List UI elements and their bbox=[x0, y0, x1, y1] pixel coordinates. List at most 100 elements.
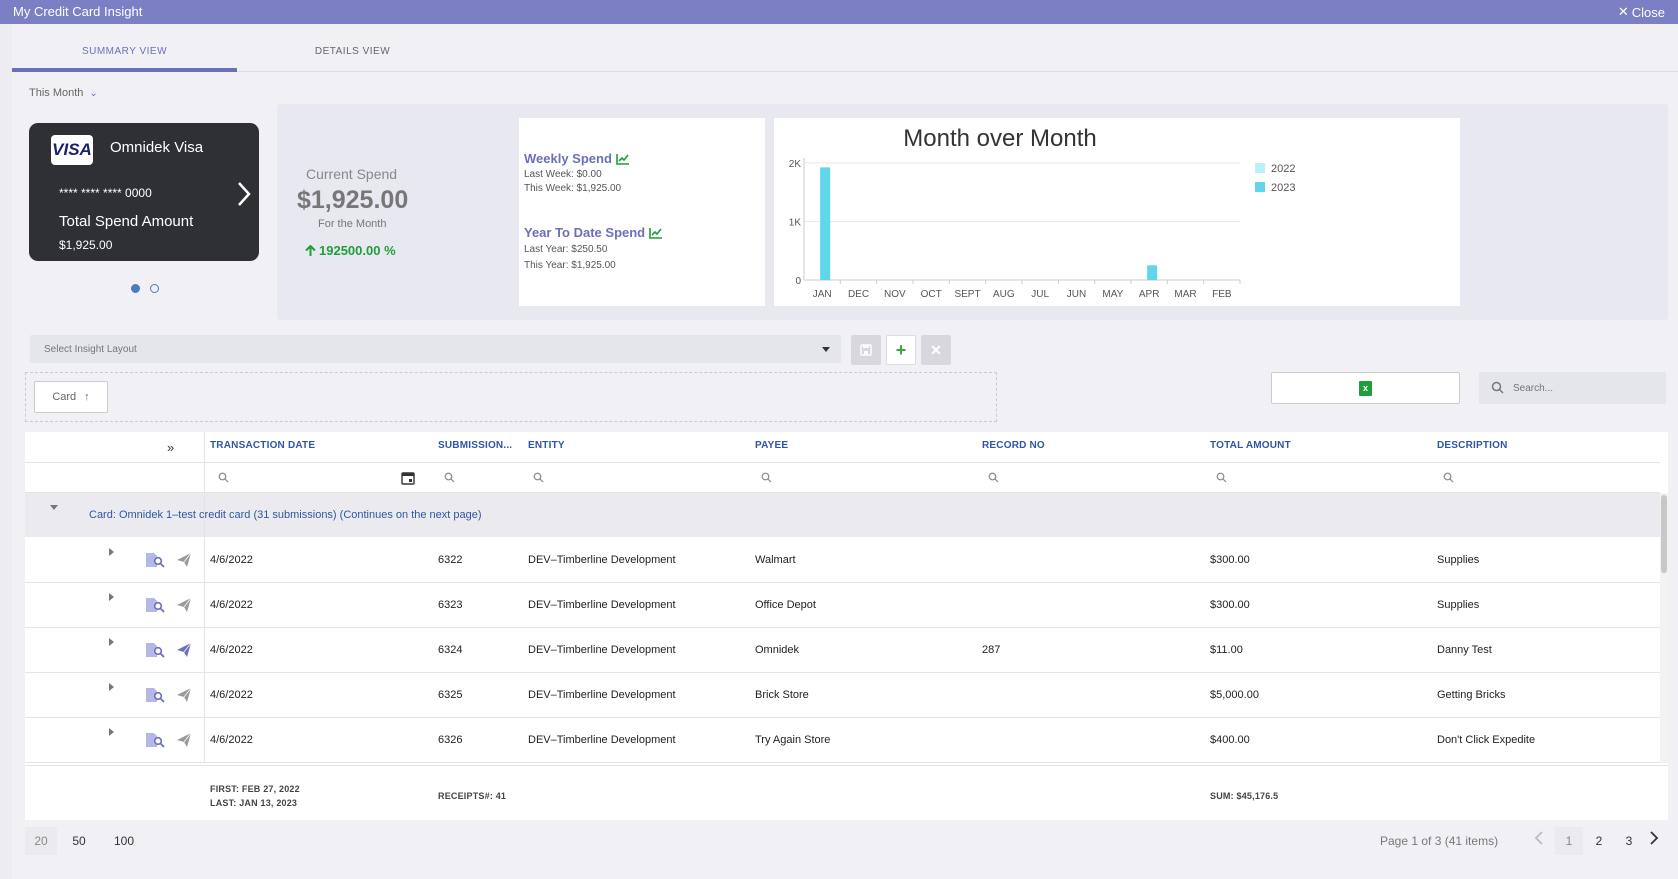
search-icon[interactable] bbox=[1216, 472, 1227, 483]
page-size-100[interactable]: 100 bbox=[113, 834, 135, 848]
y-tick-label: 1K bbox=[789, 218, 802, 229]
cell-record: 287 bbox=[982, 644, 1001, 656]
chevron-right-icon[interactable] bbox=[237, 181, 251, 212]
add-layout-button[interactable]: + bbox=[886, 335, 916, 365]
footer-receipts: RECEIPTS#: 41 bbox=[438, 791, 507, 801]
page-button-2[interactable]: 2 bbox=[1595, 834, 1603, 848]
expand-row-icon[interactable] bbox=[109, 728, 114, 736]
y-tick-label: 0 bbox=[795, 276, 801, 287]
window-title: My Credit Card Insight bbox=[13, 4, 143, 19]
footer-date-range: FIRST: FEB 27, 2022 LAST: JAN 13, 2023 bbox=[210, 782, 300, 810]
search-icon[interactable] bbox=[988, 472, 999, 483]
cell-date: 4/6/2022 bbox=[210, 644, 253, 656]
caret-down-icon bbox=[822, 347, 830, 352]
table-row[interactable]: 4/6/2022 6322 DEV–Timberline Development Wa… bbox=[25, 538, 1660, 583]
x-tick-label: MAR bbox=[1174, 289, 1196, 300]
expand-row-icon[interactable] bbox=[109, 548, 114, 556]
chevron-right-icon[interactable] bbox=[1640, 827, 1668, 855]
table-row[interactable]: 4/6/2022 6325 DEV–Timberline Development Br… bbox=[25, 673, 1660, 718]
column-header-transaction-date[interactable]: TRANSACTION DATE bbox=[210, 440, 316, 451]
expand-row-icon[interactable] bbox=[109, 638, 114, 646]
carousel-dot[interactable] bbox=[131, 284, 140, 293]
column-header-description[interactable]: DESCRIPTION bbox=[1437, 440, 1508, 451]
tab-summary-view[interactable]: SUMMARY VIEW bbox=[81, 46, 168, 57]
group-row-label[interactable]: Card: Omnidek 1–test credit card (31 sub… bbox=[89, 509, 482, 521]
card-spend-amount: $1,925.00 bbox=[59, 238, 113, 252]
send-icon[interactable] bbox=[176, 597, 192, 613]
close-button[interactable]: ✕ Close bbox=[1618, 4, 1665, 20]
column-header-total-amount[interactable]: TOTAL AMOUNT bbox=[1210, 440, 1291, 451]
table-row[interactable]: 4/6/2022 6326 DEV–Timberline Development Tr… bbox=[25, 718, 1660, 763]
ytd-spend-title[interactable]: Year To Date Spend bbox=[524, 225, 663, 240]
weekly-spend-title[interactable]: Weekly Spend bbox=[524, 151, 630, 166]
x-tick-label: FEB bbox=[1212, 289, 1232, 300]
view-receipt-icon[interactable] bbox=[145, 552, 165, 568]
x-tick-label: JAN bbox=[813, 289, 832, 300]
calendar-icon[interactable] bbox=[401, 471, 415, 485]
group-row[interactable]: Card: Omnidek 1–test credit card (31 sub… bbox=[25, 493, 1660, 537]
expand-row-icon[interactable] bbox=[109, 593, 114, 601]
carousel-dot[interactable] bbox=[150, 284, 159, 293]
chevron-left-icon[interactable] bbox=[1525, 827, 1553, 855]
page-size-50[interactable]: 50 bbox=[72, 834, 86, 848]
send-icon[interactable] bbox=[176, 732, 192, 748]
cell-amount: $300.00 bbox=[1210, 599, 1250, 611]
cell-description: Supplies bbox=[1437, 554, 1480, 566]
insight-layout-select[interactable]: Select Insight Layout bbox=[30, 335, 841, 363]
x-tick-label: SEPT bbox=[954, 289, 980, 300]
weekly-last: Last Week: $0.00 bbox=[524, 169, 602, 180]
group-chip-card[interactable]: Card ↑ bbox=[34, 381, 108, 413]
column-header-record-no[interactable]: RECORD NO bbox=[982, 440, 1045, 451]
cell-entity: DEV–Timberline Development bbox=[528, 554, 676, 566]
export-excel-button[interactable]: x bbox=[1271, 372, 1460, 404]
column-header-payee[interactable]: PAYEE bbox=[755, 440, 789, 451]
collapse-group-icon[interactable] bbox=[50, 505, 58, 510]
search-icon[interactable] bbox=[533, 472, 544, 483]
table-row[interactable]: 4/6/2022 6324 DEV–Timberline Development Om… bbox=[25, 628, 1660, 673]
search-icon[interactable] bbox=[444, 472, 455, 483]
cell-submission: 6323 bbox=[438, 599, 463, 611]
grid-scrollbar[interactable] bbox=[1660, 493, 1668, 763]
cell-amount: $300.00 bbox=[1210, 554, 1250, 566]
cell-payee: Walmart bbox=[755, 554, 796, 566]
period-selector[interactable]: This Month ⌄ bbox=[29, 87, 98, 99]
expand-row-icon[interactable] bbox=[109, 683, 114, 691]
spend-trends-panel: Weekly Spend Last Week: $0.00 This Week:… bbox=[519, 118, 765, 306]
filter-row bbox=[25, 462, 1660, 493]
send-icon[interactable] bbox=[176, 552, 192, 568]
ytd-this: This Year: $1,925.00 bbox=[524, 260, 616, 271]
legend-swatch bbox=[1255, 163, 1265, 173]
footer-first-date: FIRST: FEB 27, 2022 bbox=[210, 784, 300, 794]
tab-details-view[interactable]: DETAILS VIEW bbox=[314, 46, 391, 57]
active-tab-indicator bbox=[12, 68, 237, 72]
search-icon[interactable] bbox=[761, 472, 772, 483]
weekly-spend-label: Weekly Spend bbox=[524, 151, 612, 166]
grid-search[interactable] bbox=[1479, 372, 1666, 404]
send-icon[interactable] bbox=[176, 642, 192, 658]
save-layout-button[interactable] bbox=[851, 335, 881, 365]
page-button-3[interactable]: 3 bbox=[1625, 834, 1633, 848]
current-spend-label: Current Spend bbox=[306, 166, 398, 182]
view-receipt-icon[interactable] bbox=[145, 597, 165, 613]
cell-payee: Omnidek bbox=[755, 644, 800, 656]
close-icon: ✕ bbox=[930, 341, 942, 358]
search-icon[interactable] bbox=[218, 472, 229, 483]
column-header-submission[interactable]: SUBMISSION... bbox=[438, 440, 513, 451]
search-icon[interactable] bbox=[1443, 472, 1454, 483]
column-divider bbox=[204, 432, 205, 762]
expand-columns-icon[interactable]: » bbox=[167, 440, 175, 455]
view-receipt-icon[interactable] bbox=[145, 642, 165, 658]
search-input[interactable] bbox=[1513, 380, 1658, 396]
column-header-entity[interactable]: ENTITY bbox=[528, 440, 565, 451]
page-button-1[interactable]: 1 bbox=[1555, 827, 1583, 855]
page-size-20[interactable]: 20 bbox=[25, 827, 57, 855]
view-receipt-icon[interactable] bbox=[145, 732, 165, 748]
cell-description: Getting Bricks bbox=[1437, 689, 1506, 701]
scrollbar-thumb[interactable] bbox=[1661, 495, 1667, 573]
group-chip-label: Card bbox=[52, 391, 77, 403]
delete-layout-button[interactable]: ✕ bbox=[921, 335, 951, 365]
group-by-area[interactable]: Card ↑ bbox=[25, 372, 997, 422]
view-receipt-icon[interactable] bbox=[145, 687, 165, 703]
table-row[interactable]: 4/6/2022 6323 DEV–Timberline Development Of… bbox=[25, 583, 1660, 628]
send-icon[interactable] bbox=[176, 687, 192, 703]
